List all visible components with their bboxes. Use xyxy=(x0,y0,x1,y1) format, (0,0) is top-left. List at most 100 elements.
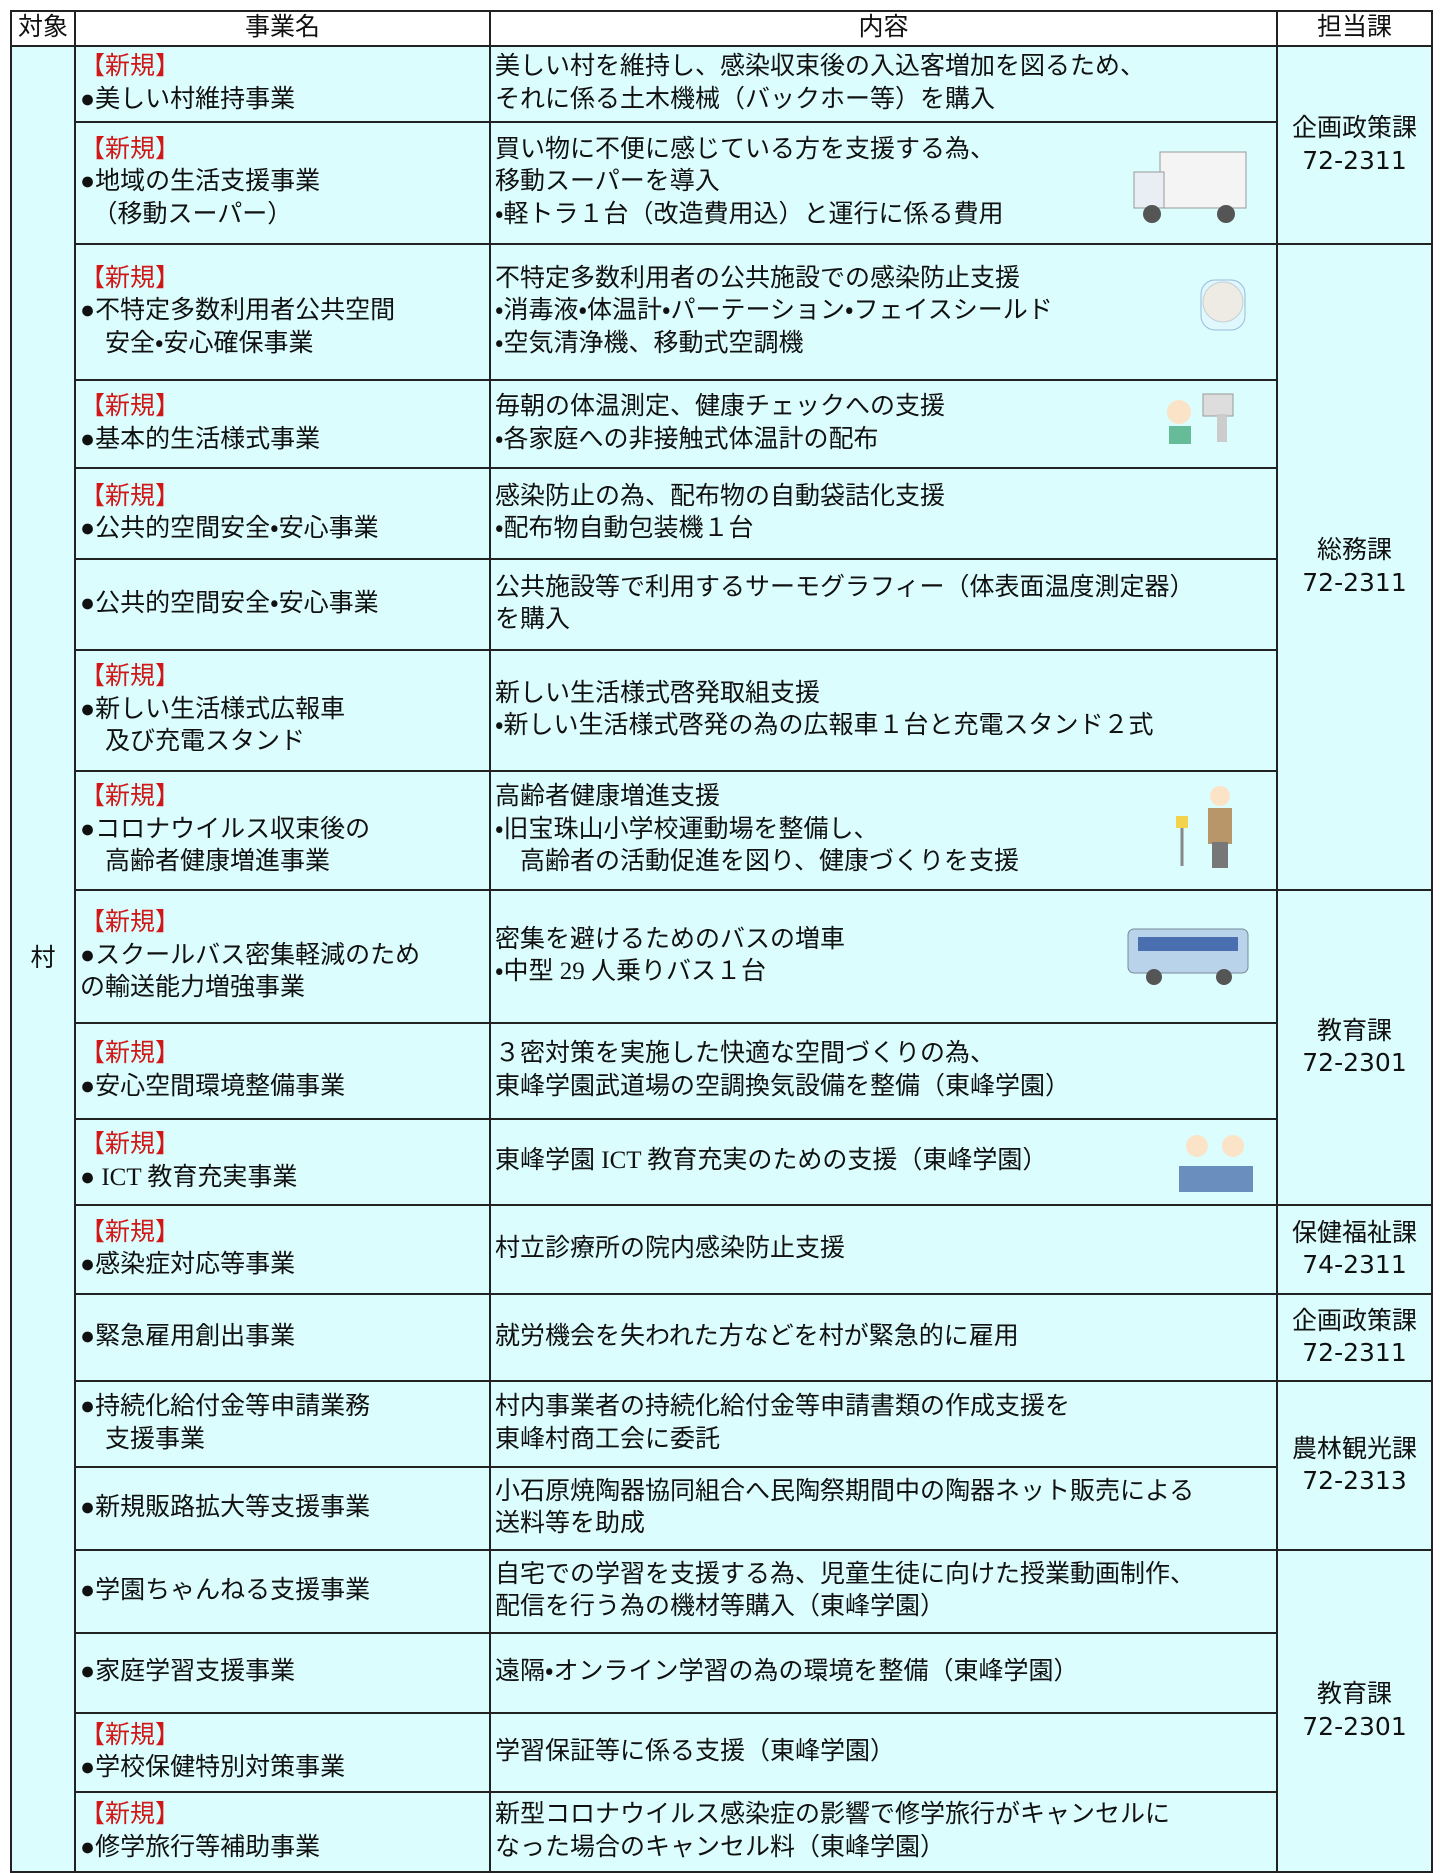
name-cell: 【新規】 ●安心空間環境整備事業 xyxy=(74,1021,491,1120)
project-content: 村立診療所の院内感染防止支援 xyxy=(495,1234,846,1262)
new-tag: 【新規】 xyxy=(80,909,181,937)
name-cell: ●学園ちゃんねる支援事業 xyxy=(74,1548,491,1634)
students-icon xyxy=(1179,1135,1253,1192)
name-cell: ●緊急雇用創出事業 xyxy=(74,1292,491,1382)
project-content: 学習保証等に係る支援（東峰学園） xyxy=(495,1737,896,1765)
dept-cell: 教育課 72-2301 xyxy=(1276,888,1433,1206)
project-name: ●持続化給付金等申請業務 支援事業 xyxy=(80,1393,371,1453)
name-cell: 【新規】 ●スクールバス密集軽減のため の輸送能力増強事業 xyxy=(74,888,491,1024)
dept-cell: 保健福祉課 74-2311 xyxy=(1276,1203,1433,1295)
dept-cell: 教育課 72-2301 xyxy=(1276,1548,1433,1873)
project-content: 公共施設等で利用するサーモグラフィー（体表面温度測定器） を購入 xyxy=(495,573,1195,634)
new-tag: 【新規】 xyxy=(80,1131,181,1158)
table-row: 【新規】 ●基本的生活様式事業 毎朝の体温測定、健康チェックへの支援 ・各家庭への非… xyxy=(11,378,1432,469)
project-name: ● ICT 教育充実事業 xyxy=(80,1163,298,1191)
new-tag: 【新規】 xyxy=(80,663,181,691)
project-name: ●修学旅行等補助事業 xyxy=(80,1833,321,1861)
table-row: 【新規】 ● ICT 教育充実事業 東峰学園 ICT 教育充実のための支援（東峰学園… xyxy=(11,1117,1432,1206)
content-cell: 感染防止の為、配布物の自動袋詰化支援 ・配布物自動包装機１台 xyxy=(489,466,1278,560)
name-cell: 【新規】 ●美しい村維持事業 xyxy=(74,44,491,123)
content-cell: 学習保証等に係る支援（東峰学園） xyxy=(489,1711,1278,1793)
project-content: 新しい生活様式啓発取組支援 ・新しい生活様式啓発の為の広報車１台と充電スタンド２… xyxy=(495,679,1154,740)
new-tag: 【新規】 xyxy=(80,135,181,163)
face-shield-icon xyxy=(1200,279,1246,331)
table-row: 【新規】 ●安心空間環境整備事業 ３密対策を実施した快適な空間づくりの為、 東峰学園… xyxy=(11,1021,1432,1120)
name-cell: 【新規】 ●修学旅行等補助事業 xyxy=(74,1790,491,1873)
name-cell: 【新規】 ●コロナウイルス収束後の 高齢者健康増進事業 xyxy=(74,769,491,891)
content-cell: 自宅での学習を支援する為、児童生徒に向けた授業動画制作、 配信を行う為の機材等購… xyxy=(489,1548,1278,1634)
table-row: ●学園ちゃんねる支援事業 自宅での学習を支援する為、児童生徒に向けた授業動画制作、… xyxy=(11,1548,1433,1873)
name-cell: 【新規】 ● ICT 教育充実事業 xyxy=(74,1117,491,1206)
new-tag: 【新規】 xyxy=(80,264,181,292)
dept-cell: 農林観光課 72-2313 xyxy=(1276,1379,1433,1551)
content-cell: 買い物に不便に感じている方を支援する為、 移動スーパーを導入 ・軽トラ１台（改造… xyxy=(489,120,1278,245)
project-name: ●スクールバス密集軽減のため の輸送能力増強事業 xyxy=(80,941,421,1002)
name-cell: ●公共的空間安全・安心事業 xyxy=(74,557,491,651)
project-name: ●安心空間環境整備事業 xyxy=(80,1072,346,1100)
name-cell: ●新規販路拡大等支援事業 xyxy=(74,1465,491,1551)
new-tag: 【新規】 xyxy=(80,53,181,80)
table-row: ●新規販路拡大等支援事業 小石原焼陶器協同組合へ民陶祭期間中の陶器ネット販売による… xyxy=(11,1465,1432,1551)
project-content: 新型コロナウイルス感染症の影響で修学旅行がキャンセルに なった場合のキャンセル料… xyxy=(495,1801,1171,1861)
project-name: ●緊急雇用創出事業 xyxy=(80,1322,296,1350)
table-row: 【新規】 ●コロナウイルス収束後の 高齢者健康増進事業 高齢者健康増進支援 ・旧宝珠… xyxy=(11,769,1432,891)
project-name: ●新規販路拡大等支援事業 xyxy=(80,1493,371,1521)
project-content: 不特定多数利用者の公共施設での感染防止支援 ・消毒液・体温計・パーテーション・フ… xyxy=(495,264,1053,357)
project-name: ●新しい生活様式広報車 及び充電スタンド xyxy=(80,695,346,756)
project-content: 高齢者健康増進支援 ・旧宝珠山小学校運動場を整備し、 高齢者の活動促進を図り、健… xyxy=(495,783,1020,876)
dept-cell: 総務課 72-2311 xyxy=(1276,242,1433,891)
project-content: 小石原焼陶器協同組合へ民陶祭期間中の陶器ネット販売による 送料等を助成 xyxy=(495,1477,1195,1538)
content-cell: 美しい村を維持し、感染収束後の入込客増加を図るため、 それに係る土木機械（バック… xyxy=(489,44,1278,123)
project-content: 買い物に不便に感じている方を支援する為、 移動スーパーを導入 ・軽トラ１台（改造… xyxy=(495,135,1004,228)
project-content: 就労機会を失われた方などを村が緊急的に雇用 xyxy=(495,1322,1019,1350)
content-cell: 新型コロナウイルス感染症の影響で修学旅行がキャンセルに なった場合のキャンセル料… xyxy=(489,1790,1278,1873)
header-cell: 担当課 xyxy=(1276,10,1433,47)
project-name: ●学園ちゃんねる支援事業 xyxy=(80,1576,371,1604)
project-content: 東峰学園 ICT 教育充実のための支援（東峰学園） xyxy=(495,1147,1048,1175)
project-content: 遠隔・オンライン学習の為の環境を整備（東峰学園） xyxy=(495,1658,1079,1686)
project-content: 美しい村を維持し、感染収束後の入込客増加を図るため、 それに係る土木機械（バック… xyxy=(495,53,1146,113)
new-tag: 【新規】 xyxy=(80,1801,181,1828)
content-cell: 遠隔・オンライン学習の為の環境を整備（東峰学園） xyxy=(489,1631,1278,1714)
name-cell: ●持続化給付金等申請業務 支援事業 xyxy=(74,1379,491,1468)
table-row: 【新規】 ●新しい生活様式広報車 及び充電スタンド 新しい生活様式啓発取組支援 ・新… xyxy=(11,648,1432,772)
table-row: 【新規】 ●不特定多数利用者公共空間 安全・安心確保事業 不特定多数利用者の公共施設… xyxy=(11,242,1433,891)
project-content: ３密対策を実施した快適な空間づくりの為、 東峰学園武道場の空調換気設備を整備（東… xyxy=(495,1040,1071,1100)
new-tag: 【新規】 xyxy=(80,1721,181,1749)
name-cell: 【新規】 ●新しい生活様式広報車 及び充電スタンド xyxy=(74,648,491,772)
content-cell: 村立診療所の院内感染防止支援 xyxy=(489,1203,1278,1295)
content-cell: 小石原焼陶器協同組合へ民陶祭期間中の陶器ネット販売による 送料等を助成 xyxy=(489,1465,1278,1551)
new-tag: 【新規】 xyxy=(80,393,181,420)
project-name: ●学校保健特別対策事業 xyxy=(80,1754,346,1781)
table-row: 【新規】 ●学校保健特別対策事業 学習保証等に係る支援（東峰学園） xyxy=(11,1711,1432,1793)
header-row: 対象 事業名 内容 担当課 xyxy=(10,10,1433,47)
elderly-icon xyxy=(1176,786,1232,868)
target-cell: 村 xyxy=(10,44,76,1873)
name-cell: 【新規】 ●感染症対応等事業 xyxy=(74,1203,491,1295)
table-row: 【新規】 ●修学旅行等補助事業 新型コロナウイルス感染症の影響で修学旅行がキャンセル… xyxy=(11,1790,1432,1873)
table-body: 村【新規】 ●美しい村維持事業 美しい村を維持し、感染収束後の入込客増加を図るため、… xyxy=(10,44,1433,1873)
table-row: ●緊急雇用創出事業 就労機会を失われた方などを村が緊急的に雇用 企画政策課 72-2… xyxy=(11,1292,1433,1382)
project-content: 感染防止の為、配布物の自動袋詰化支援 ・配布物自動包装機１台 xyxy=(495,482,946,543)
header-cell: 対象 xyxy=(10,10,76,47)
new-tag: 【新規】 xyxy=(80,1040,181,1067)
new-tag: 【新規】 xyxy=(80,1218,181,1246)
project-name: ●基本的生活様式事業 xyxy=(80,425,321,453)
content-cell: 就労機会を失われた方などを村が緊急的に雇用 xyxy=(489,1292,1278,1382)
table-row: 【新規】 ●地域の生活支援事業 （移動スーパー） 買い物に不便に感じている方を支援す… xyxy=(11,120,1432,245)
project-content: 村内事業者の持続化給付金等申請書類の作成支援を 東峰村商工会に委託 xyxy=(495,1393,1071,1453)
content-cell: 東峰学園 ICT 教育充実のための支援（東峰学園） xyxy=(489,1117,1278,1206)
table-row: 【新規】 ●公共的空間安全・安心事業 感染防止の為、配布物の自動袋詰化支援 ・配布物… xyxy=(11,466,1432,560)
header-cell: 事業名 xyxy=(74,10,491,47)
project-name: ●不特定多数利用者公共空間 安全・安心確保事業 xyxy=(80,297,396,357)
name-cell: 【新規】 ●基本的生活様式事業 xyxy=(74,378,491,469)
thermometer-icon xyxy=(1167,393,1234,444)
name-cell: 【新規】 ●学校保健特別対策事業 xyxy=(74,1711,491,1793)
content-cell: 毎朝の体温測定、健康チェックへの支援 ・各家庭への非接触式体温計の配布 xyxy=(489,378,1278,469)
new-tag: 【新規】 xyxy=(80,482,181,510)
table-row: ●家庭学習支援事業 遠隔・オンライン学習の為の環境を整備（東峰学園） xyxy=(11,1631,1432,1714)
header-cell: 内容 xyxy=(489,10,1278,47)
table-row: ●公共的空間安全・安心事業 公共施設等で利用するサーモグラフィー（体表面温度測定器… xyxy=(11,557,1432,651)
project-name: ●家庭学習支援事業 xyxy=(80,1658,296,1686)
